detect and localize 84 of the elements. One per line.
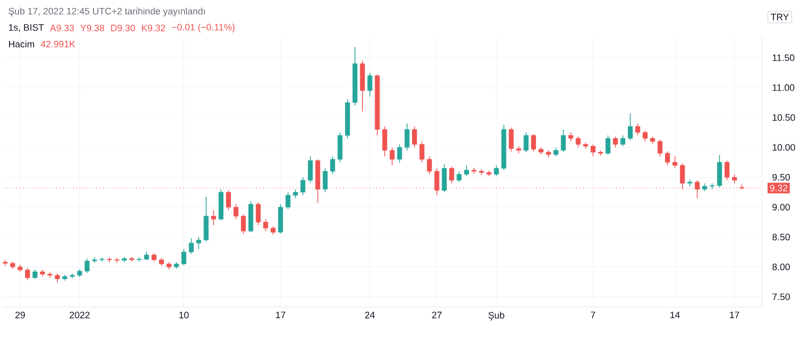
candlestick	[576, 136, 581, 148]
candlestick	[412, 126, 417, 148]
candlestick	[560, 129, 566, 153]
candlestick	[188, 238, 194, 254]
candlestick	[606, 135, 610, 155]
y-tick-label: 7.50	[772, 294, 790, 300]
y-tick-label: 9.50	[772, 174, 790, 181]
candlestick	[642, 130, 648, 142]
text: A9.33	[50, 24, 74, 32]
y-tick-label: 10.50	[772, 114, 796, 121]
x-tick-label: 27	[432, 312, 442, 318]
candlestick	[612, 136, 618, 148]
candlestick	[181, 248, 186, 266]
candlestick	[635, 123, 640, 136]
candlestick	[367, 72, 372, 97]
candlestick	[211, 210, 216, 226]
x-tick-label: 10	[179, 312, 189, 318]
text: 1s, BIST	[8, 24, 44, 32]
candlestick	[672, 156, 678, 168]
x-tick-label: 17	[276, 312, 286, 318]
candlestick	[240, 214, 246, 234]
x-tick-label: 24	[365, 312, 375, 318]
y-tick-label: 11.50	[772, 54, 794, 61]
candlestick	[620, 135, 626, 147]
candlestick	[256, 202, 261, 226]
candlestick	[494, 164, 499, 176]
y-tick-label: 8.50	[772, 234, 790, 240]
candlestick	[300, 176, 306, 196]
x-tick-label: 17	[730, 312, 740, 318]
candlestick	[308, 156, 313, 184]
candlestick	[524, 132, 529, 153]
text: −0.01 (−0.11%)	[172, 24, 235, 32]
candlestick	[226, 190, 231, 211]
candlestick	[724, 160, 730, 181]
y-tick-label: 11.00	[772, 84, 794, 91]
candlestick	[338, 132, 343, 163]
text: D9.30	[111, 24, 135, 32]
candlestick	[442, 164, 447, 193]
candlestick	[286, 192, 290, 210]
text: Şub 17, 2022 12:45 UTC+2 tarihinde yayınlandı	[8, 8, 205, 16]
candlestick	[628, 112, 633, 141]
candlestick	[263, 218, 268, 232]
candlestick	[25, 268, 30, 280]
candlestick	[330, 156, 336, 175]
ref-line-label: 9.32	[770, 184, 788, 192]
x-tick-label: 2022	[70, 312, 90, 318]
candlestick	[204, 196, 209, 242]
candlestick	[464, 164, 470, 176]
y-tick-label: 10.00	[772, 144, 796, 151]
text: TRY	[770, 14, 789, 20]
candlestick	[233, 204, 238, 220]
candlestick	[382, 126, 388, 157]
candlestick	[404, 123, 410, 151]
candlestick	[106, 256, 112, 263]
candlestick	[531, 134, 536, 152]
candlestick	[100, 256, 104, 262]
text: K9.32	[142, 24, 166, 32]
y-tick-label: 8.00	[772, 264, 790, 270]
annotation: 42.991K	[40, 40, 76, 48]
candlestick	[590, 144, 596, 157]
candlestick	[322, 168, 328, 193]
x-tick-label: 7	[590, 312, 596, 318]
annotation: Hacim	[9, 40, 34, 48]
candlestick	[472, 167, 476, 174]
x-tick-label: 14	[670, 312, 680, 318]
text: Y9.38	[80, 24, 104, 32]
x-tick-label: Şub	[488, 312, 504, 320]
candlestick	[420, 140, 424, 163]
candlestick	[508, 127, 514, 152]
candlestick	[196, 236, 202, 250]
x-tick-label: 29	[15, 312, 25, 318]
candlestick	[397, 144, 402, 163]
candlestick	[456, 170, 462, 182]
candlestick	[658, 139, 662, 157]
candlestick	[710, 182, 715, 190]
candlestick	[426, 156, 432, 175]
candlestick	[32, 268, 38, 280]
candlestick	[84, 258, 90, 274]
candlestick	[390, 146, 395, 166]
candlestick	[717, 154, 722, 188]
y-tick-label: 9.00	[772, 204, 790, 210]
candlestick	[665, 151, 670, 166]
candlestick	[449, 166, 454, 184]
candlestick	[114, 258, 120, 264]
